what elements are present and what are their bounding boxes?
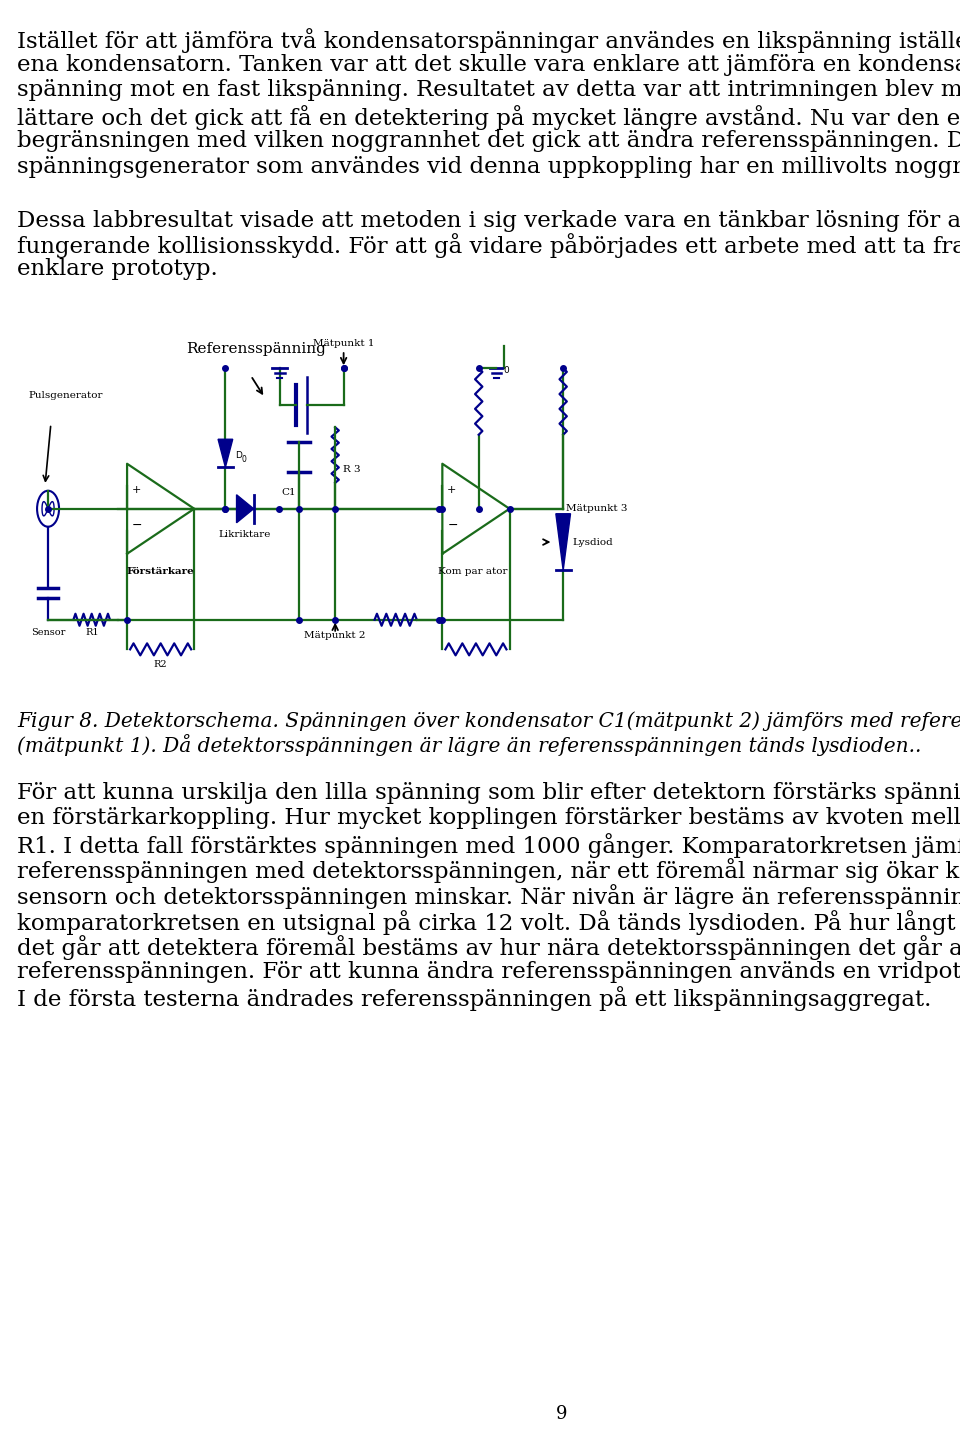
- Text: Mätpunkt 3: Mätpunkt 3: [566, 504, 628, 513]
- Text: R 3: R 3: [343, 465, 360, 474]
- Text: −: −: [132, 519, 142, 532]
- Text: Likriktare: Likriktare: [219, 530, 272, 539]
- Text: Förstärkare: Förstärkare: [127, 567, 195, 575]
- Text: ena kondensatorn. Tanken var att det skulle vara enklare att jämföra en kondensa: ena kondensatorn. Tanken var att det sku…: [17, 54, 960, 76]
- Text: Mätpunkt 2: Mätpunkt 2: [304, 631, 366, 639]
- Text: R1. I detta fall förstärktes spänningen med 1000 gånger. Komparatorkretsen jämfö: R1. I detta fall förstärktes spänningen …: [17, 833, 960, 857]
- Text: Istället för att jämföra två kondensatorspänningar användes en likspänning istäl: Istället för att jämföra två kondensator…: [17, 28, 960, 52]
- Text: Pulsgenerator: Pulsgenerator: [29, 391, 103, 400]
- Text: (mätpunkt 1). Då detektorsspänningen är lägre än referensspänningen tänds lysdio: (mätpunkt 1). Då detektorsspänningen är …: [17, 734, 922, 756]
- Text: sensorn och detektorsspänningen minskar. När nivån är lägre än referensspänninge: sensorn och detektorsspänningen minskar.…: [17, 883, 960, 910]
- Polygon shape: [443, 464, 510, 554]
- Text: komparatorkretsen en utsignal på cirka 12 volt. Då tänds lysdioden. På hur långt: komparatorkretsen en utsignal på cirka 1…: [17, 910, 960, 934]
- Polygon shape: [127, 464, 194, 554]
- Polygon shape: [556, 514, 570, 571]
- Text: +: +: [447, 485, 457, 495]
- Text: det går att detektera föremål bestäms av hur nära detektorsspänningen det går at: det går att detektera föremål bestäms av…: [17, 936, 960, 960]
- Text: 9: 9: [557, 1405, 568, 1422]
- Polygon shape: [218, 439, 232, 468]
- Text: Lysdiod: Lysdiod: [573, 538, 613, 546]
- Text: Sensor: Sensor: [31, 628, 65, 636]
- Text: +: +: [132, 485, 141, 495]
- Text: Figur 8. Detektorschema. Spänningen över kondensator C1(mätpunkt 2) jämförs med : Figur 8. Detektorschema. Spänningen över…: [17, 712, 960, 731]
- Text: lättare och det gick att få en detektering på mycket längre avstånd. Nu var den : lättare och det gick att få en detekteri…: [17, 105, 960, 129]
- Text: I de första testerna ändrades referensspänningen på ett likspänningsaggregat.: I de första testerna ändrades referenssp…: [17, 987, 931, 1011]
- Text: referensspänningen. För att kunna ändra referensspänningen används en vridpotent: referensspänningen. För att kunna ändra …: [17, 960, 960, 982]
- Text: 0: 0: [241, 455, 246, 465]
- Text: spänningsgenerator som användes vid denna uppkoppling har en millivolts noggrann: spänningsgenerator som användes vid denn…: [17, 155, 960, 177]
- Text: spänning mot en fast likspänning. Resultatet av detta var att intrimningen blev : spänning mot en fast likspänning. Result…: [17, 78, 960, 102]
- Polygon shape: [236, 495, 253, 523]
- Text: C1: C1: [281, 488, 296, 497]
- Text: För att kunna urskilja den lilla spänning som blir efter detektorn förstärks spä: För att kunna urskilja den lilla spännin…: [17, 782, 960, 804]
- Text: Dessa labbresultat visade att metoden i sig verkade vara en tänkbar lösning för : Dessa labbresultat visade att metoden i …: [17, 206, 960, 232]
- Text: D: D: [235, 452, 242, 461]
- Text: Referensspänning: Referensspänning: [186, 343, 325, 356]
- Text: R2: R2: [154, 660, 167, 670]
- Text: fungerande kollisionsskydd. För att gå vidare påbörjades ett arbete med att ta f: fungerande kollisionsskydd. För att gå v…: [17, 232, 960, 257]
- Text: R1: R1: [85, 628, 99, 636]
- Text: begränsningen med vilken noggrannhet det gick att ändra referensspänningen. Den: begränsningen med vilken noggrannhet det…: [17, 131, 960, 153]
- Text: 0: 0: [504, 366, 510, 375]
- Text: referensspänningen med detektorsspänningen, när ett föremål närmar sig ökar kapa: referensspänningen med detektorsspänning…: [17, 859, 960, 883]
- Text: −: −: [447, 519, 458, 532]
- Text: enklare prototyp.: enklare prototyp.: [17, 259, 218, 280]
- Text: Kom par ator: Kom par ator: [438, 567, 508, 575]
- Text: en förstärkarkoppling. Hur mycket kopplingen förstärker bestäms av kvoten mellan: en förstärkarkoppling. Hur mycket koppli…: [17, 808, 960, 830]
- Text: Mätpunkt 1: Mätpunkt 1: [313, 339, 374, 349]
